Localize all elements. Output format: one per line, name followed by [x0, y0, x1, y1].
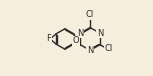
- Text: N: N: [97, 29, 103, 38]
- Text: N: N: [77, 29, 83, 38]
- Text: O: O: [72, 36, 79, 45]
- Text: F: F: [46, 34, 51, 43]
- Text: Cl: Cl: [105, 44, 113, 53]
- Text: Cl: Cl: [86, 10, 94, 19]
- Text: N: N: [87, 46, 93, 55]
